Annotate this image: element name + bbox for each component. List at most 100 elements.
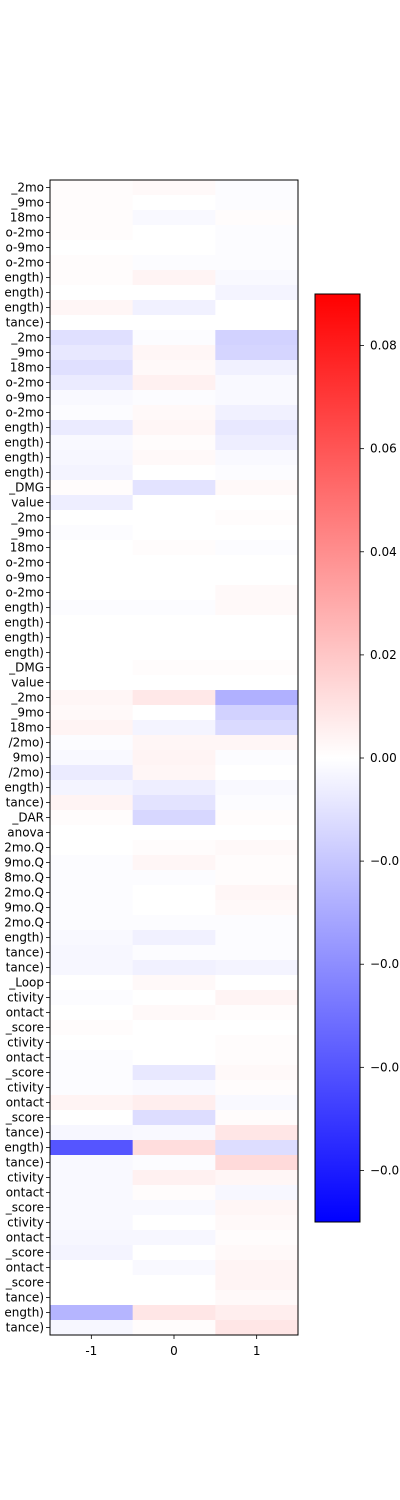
heatmap-cell — [50, 540, 133, 556]
colorbar-tick-label: 0.06 — [370, 442, 397, 456]
heatmap-cell — [215, 450, 299, 466]
heatmap-cell — [132, 1200, 216, 1216]
row-label: ength) — [4, 1141, 44, 1155]
row-label: _2mo — [10, 511, 44, 525]
row-label: ength) — [4, 271, 44, 285]
heatmap-cell — [132, 885, 216, 901]
row-label: tance) — [6, 796, 44, 810]
heatmap-cell — [215, 930, 299, 946]
heatmap-cell — [215, 1110, 299, 1126]
heatmap-cell — [50, 300, 133, 316]
heatmap-cell — [215, 1125, 299, 1141]
colorbar-tick-label: 0.04 — [370, 545, 397, 559]
row-labels: _2mo_9mo18moo-2moo-9moo-2moength)ength)e… — [4, 181, 50, 1335]
row-label: value — [11, 676, 44, 690]
heatmap-cell — [50, 180, 133, 196]
heatmap-cell — [215, 960, 299, 976]
heatmap-cell — [215, 855, 299, 871]
row-label: _Loop — [8, 976, 44, 990]
row-label: tance) — [6, 1321, 44, 1335]
row-label: o-2mo — [5, 256, 44, 270]
row-label: 9mo.Q — [4, 901, 44, 915]
heatmap-cell — [132, 855, 216, 871]
heatmap-cell — [215, 315, 299, 331]
heatmap-cell — [215, 525, 299, 541]
heatmap-cell — [50, 1050, 133, 1066]
heatmap-cell — [215, 1140, 299, 1156]
heatmap-cell — [215, 375, 299, 391]
heatmap-cell — [215, 1185, 299, 1201]
heatmap-cell — [50, 255, 133, 271]
row-label: tance) — [6, 1156, 44, 1170]
row-label: ontact — [6, 1051, 45, 1065]
heatmap-cell — [215, 915, 299, 931]
heatmap-cell — [215, 510, 299, 526]
colorbar — [314, 293, 361, 1223]
heatmap-cell — [132, 300, 216, 316]
heatmap-cell — [50, 510, 133, 526]
heatmap-cell — [50, 195, 133, 211]
heatmap-cell — [215, 480, 299, 496]
heatmap-cell — [132, 270, 216, 286]
heatmap-cell — [215, 720, 299, 736]
row-label: tance) — [6, 1291, 44, 1305]
heatmap-cell — [50, 585, 133, 601]
heatmap-cell — [132, 465, 216, 481]
heatmap-cell — [50, 900, 133, 916]
heatmap-cell — [50, 1140, 133, 1156]
row-label: _DMG — [8, 661, 44, 675]
heatmap-cell — [50, 1230, 133, 1246]
heatmap-cell — [132, 945, 216, 961]
row-label: _score — [5, 1246, 44, 1260]
heatmap-cell — [132, 1140, 216, 1156]
heatmap-cell — [215, 1305, 299, 1321]
row-label: ength) — [4, 301, 44, 315]
heatmap-cell — [215, 690, 299, 706]
colorbar-tick-label: −0.0 — [370, 1163, 399, 1177]
heatmap-cell — [132, 600, 216, 616]
heatmap-cell — [50, 405, 133, 421]
heatmap-cell — [215, 420, 299, 436]
heatmap-cell — [215, 330, 299, 346]
row-label: _score — [5, 1066, 44, 1080]
heatmap-cell — [215, 285, 299, 301]
heatmap-cell — [50, 615, 133, 631]
row-label: ctivity — [7, 991, 44, 1005]
heatmap-cell — [50, 735, 133, 751]
heatmap-cell — [50, 645, 133, 661]
heatmap-cell — [132, 225, 216, 241]
heatmap-cell — [215, 645, 299, 661]
colorbar-tick-label: 0.00 — [370, 751, 397, 765]
heatmap-cell — [50, 720, 133, 736]
heatmap-cell — [132, 180, 216, 196]
heatmap-cell — [50, 555, 133, 571]
row-label: _score — [5, 1201, 44, 1215]
row-label: 8mo.Q — [4, 871, 44, 885]
row-label: _2mo — [10, 331, 44, 345]
heatmap-cell — [215, 600, 299, 616]
row-label: _score — [5, 1111, 44, 1125]
heatmap-cell — [50, 1320, 133, 1336]
row-label: 2mo.Q — [4, 886, 44, 900]
heatmap-cell — [132, 495, 216, 511]
heatmap-cell — [132, 480, 216, 496]
heatmap-cell — [215, 1005, 299, 1021]
heatmap-cell — [50, 870, 133, 886]
heatmap-cell — [50, 420, 133, 436]
heatmap-cell — [50, 1290, 133, 1306]
heatmap-cell — [215, 1080, 299, 1096]
heatmap-cell — [132, 900, 216, 916]
heatmap-cell — [215, 750, 299, 766]
heatmap-cell — [132, 645, 216, 661]
heatmap-cell — [215, 870, 299, 886]
row-label: ontact — [6, 1231, 45, 1245]
heatmap-cell — [215, 345, 299, 361]
heatmap-cell — [132, 1035, 216, 1051]
row-label: tance) — [6, 1126, 44, 1140]
row-label: ontact — [6, 1006, 45, 1020]
row-label: ctivity — [7, 1036, 44, 1050]
heatmap-cell — [132, 315, 216, 331]
colorbar-tick-label: −0.0 — [370, 1060, 399, 1074]
row-label: anova — [7, 826, 44, 840]
heatmap-cell — [132, 705, 216, 721]
